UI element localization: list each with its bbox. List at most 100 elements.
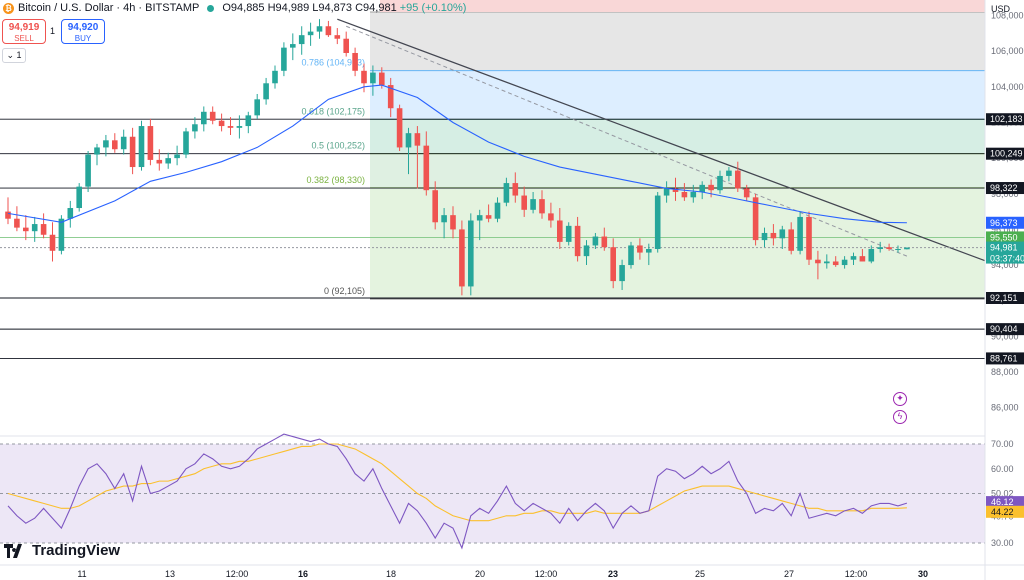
time-axis-label: 18	[386, 569, 396, 579]
candle-body	[797, 216, 803, 251]
price-label-box	[986, 182, 1024, 195]
sparkle-icon[interactable]: ✦	[893, 392, 907, 406]
candle-body	[281, 47, 287, 71]
time-axis-label: 27	[784, 569, 794, 579]
time-axis-label: 20	[475, 569, 485, 579]
candle-body	[530, 199, 536, 210]
candle-body	[637, 245, 643, 253]
fib-label: 0.786 (104,913)	[301, 58, 365, 68]
candle-body	[619, 265, 625, 282]
candle-body	[379, 72, 385, 86]
candle-body	[58, 218, 65, 251]
candle-body	[414, 133, 421, 146]
candle-body	[539, 199, 545, 214]
symbol-title[interactable]: Bitcoin / U.S. Dollar · 4h · BITSTAMP	[18, 2, 200, 14]
candle-body	[672, 188, 679, 192]
tradingview-logo[interactable]: TradingView	[4, 542, 120, 559]
rsi-tick-label: 60.00	[991, 464, 1014, 474]
bitcoin-icon: ₿	[3, 2, 14, 14]
price-level-label: 88,761	[990, 353, 1018, 363]
candle-body	[468, 220, 474, 287]
candle-body	[298, 35, 305, 45]
fib-label: 0.618 (102,175)	[301, 106, 365, 116]
spread-value: 1	[50, 26, 56, 36]
candle-body	[343, 38, 349, 53]
time-axis-label: 12:00	[535, 569, 558, 579]
candle-body	[245, 115, 252, 127]
candle-body	[192, 124, 198, 132]
candle-body	[877, 247, 883, 250]
candle-body	[361, 70, 367, 84]
candle-body	[806, 216, 812, 260]
rsi-tick-label: 70.00	[991, 439, 1014, 449]
candle-body	[112, 140, 118, 150]
sell-button[interactable]: 94,919 SELL	[2, 19, 46, 44]
candle-body	[565, 225, 572, 242]
candle-body	[67, 208, 74, 219]
candle-body	[396, 108, 403, 148]
candle-body	[850, 256, 857, 260]
candle-body	[583, 245, 590, 257]
candle-body	[227, 126, 234, 128]
collapse-indicators-button[interactable]: ⌄ 1	[2, 48, 26, 63]
ohlc-high: H94,989	[267, 2, 310, 14]
candle-body	[646, 249, 652, 253]
tradingview-wordmark: TradingView	[32, 542, 121, 559]
candle-body	[699, 184, 705, 192]
price-level-label: 96,373	[990, 218, 1018, 228]
sell-price: 94,919	[8, 22, 40, 33]
price-level-label: 100,249	[990, 149, 1023, 159]
candle-body	[263, 83, 269, 100]
price-tick-label: 94,000	[991, 260, 1019, 270]
rsi-ma-line	[7, 443, 907, 522]
candle-body	[690, 191, 697, 198]
price-label-box	[986, 323, 1024, 336]
currency-label: USD	[991, 4, 1011, 14]
candle-body	[370, 72, 376, 84]
candle-body	[156, 159, 163, 164]
price-tick-label: 90,000	[991, 331, 1019, 341]
candle-body	[23, 227, 29, 232]
rsi-tick-label: 50.02	[991, 488, 1014, 498]
time-axis-label: 25	[695, 569, 705, 579]
price-axis[interactable]	[985, 0, 1024, 580]
dashed-trend-line[interactable]	[346, 25, 908, 257]
candle-body	[717, 175, 723, 191]
top-zone	[380, 0, 985, 12]
candle-body	[459, 229, 465, 287]
lightning-icon[interactable]: ϟ	[893, 410, 907, 424]
price-tick-label: 104,000	[991, 82, 1024, 92]
rsi-label-box	[986, 505, 1024, 518]
candle-body	[770, 232, 777, 239]
candle-body	[610, 247, 616, 282]
candle-body	[708, 184, 714, 191]
price-level-label: 90,404	[990, 324, 1018, 334]
candle-body	[521, 195, 527, 210]
price-label-box	[986, 113, 1024, 126]
candle-body	[290, 44, 296, 48]
price-level-label: 98,322	[990, 183, 1018, 193]
candle-body	[476, 215, 483, 221]
candle-body	[272, 70, 278, 84]
fib-label: 0.382 (98,330)	[306, 175, 365, 185]
time-axis-label: 16	[298, 569, 308, 579]
candle-body	[859, 256, 866, 262]
candle-body	[31, 224, 38, 232]
candle-body	[761, 232, 768, 241]
downtrend-line[interactable]	[337, 18, 988, 263]
buy-button[interactable]: 94,920 BUY	[61, 19, 105, 44]
candle-body	[548, 213, 554, 221]
price-label-box	[986, 292, 1024, 304]
countdown-label: 03:37:40	[990, 254, 1024, 264]
candle-body	[485, 215, 492, 219]
rsi-value-label: 44.22	[991, 507, 1014, 517]
candle-body	[5, 211, 11, 219]
candle-body	[76, 186, 82, 209]
candle-body	[352, 52, 358, 71]
candle-body	[886, 247, 892, 250]
price-tick-label: 108,000	[991, 11, 1024, 21]
rsi-tick-label: 30.00	[991, 538, 1014, 548]
candle-body	[49, 234, 56, 251]
candle-body	[405, 133, 412, 148]
